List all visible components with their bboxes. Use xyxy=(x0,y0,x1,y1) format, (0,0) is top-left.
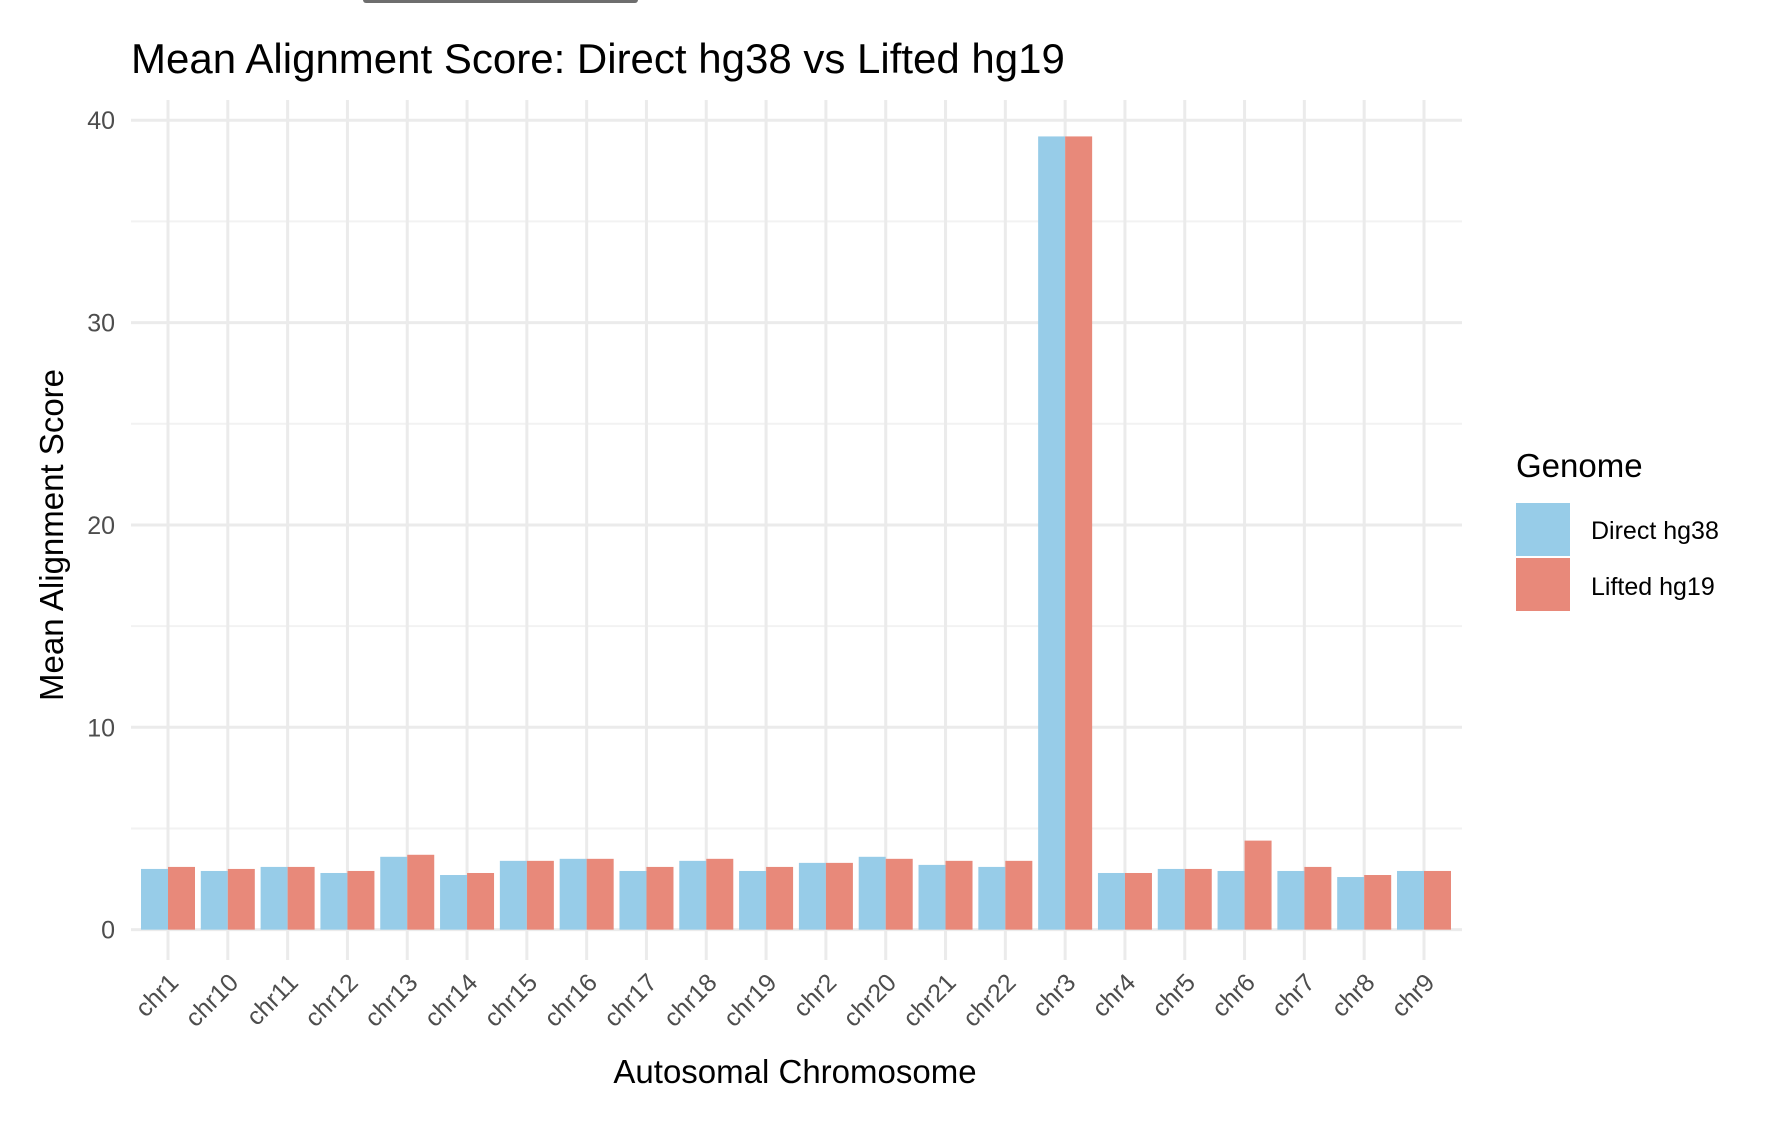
x-tick-label: chr5 xyxy=(1147,968,1201,1022)
bar-direct-hg38-chr19 xyxy=(739,870,767,930)
bar-direct-hg38-chr5 xyxy=(1157,868,1185,930)
x-axis-ticks: chr1chr10chr11chr12chr13chr14chr15chr16c… xyxy=(130,968,1440,1032)
x-tick-label: chr18 xyxy=(659,968,723,1032)
x-tick-label: chr19 xyxy=(718,968,782,1032)
y-tick-label: 30 xyxy=(87,310,115,338)
y-axis-ticks: 0 10 20 30 40 xyxy=(87,107,115,944)
y-tick-label: 10 xyxy=(87,714,115,742)
x-tick-label: chr15 xyxy=(479,968,543,1032)
bar-direct-hg38-chr20 xyxy=(858,856,886,930)
window-top-edge xyxy=(363,0,638,3)
bar-lifted-hg19-chr2 xyxy=(825,862,853,930)
bar-direct-hg38-chr16 xyxy=(559,858,587,930)
x-tick-label: chr2 xyxy=(788,968,842,1022)
x-tick-label: chr12 xyxy=(300,968,364,1032)
bar-lifted-hg19-chr16 xyxy=(586,858,614,930)
x-tick-label: chr7 xyxy=(1266,968,1320,1022)
x-tick-label: chr10 xyxy=(180,968,244,1032)
x-tick-label: chr13 xyxy=(359,968,423,1032)
legend-key-lifted-hg19 xyxy=(1516,558,1570,611)
bar-direct-hg38-chr22 xyxy=(978,866,1006,930)
bar-direct-hg38-chr4 xyxy=(1097,872,1125,930)
bar-lifted-hg19-chr21 xyxy=(945,860,973,930)
bar-direct-hg38-chr6 xyxy=(1217,870,1245,930)
bar-lifted-hg19-chr19 xyxy=(766,866,794,930)
gridlines xyxy=(131,100,1462,960)
bar-direct-hg38-chr21 xyxy=(918,864,946,930)
bar-direct-hg38-chr13 xyxy=(380,856,408,930)
bar-lifted-hg19-chr10 xyxy=(227,868,255,930)
bar-lifted-hg19-chr8 xyxy=(1364,875,1392,930)
bar-direct-hg38-chr17 xyxy=(619,870,647,930)
bar-direct-hg38-chr15 xyxy=(499,860,527,930)
bar-direct-hg38-chr10 xyxy=(200,870,228,930)
bar-direct-hg38-chr7 xyxy=(1277,870,1305,930)
x-tick-label: chr21 xyxy=(898,968,962,1032)
chart-title: Mean Alignment Score: Direct hg38 vs Lif… xyxy=(131,35,1065,82)
bar-lifted-hg19-chr3 xyxy=(1065,136,1093,930)
bar-lifted-hg19-chr4 xyxy=(1124,872,1152,930)
x-axis-title: Autosomal Chromosome xyxy=(613,1053,976,1090)
bar-lifted-hg19-chr15 xyxy=(526,860,554,930)
bar-direct-hg38-chr1 xyxy=(141,868,168,930)
x-tick-label: chr17 xyxy=(599,968,663,1032)
bar-lifted-hg19-chr18 xyxy=(706,858,734,930)
bar-direct-hg38-chr3 xyxy=(1038,136,1066,930)
bar-lifted-hg19-chr6 xyxy=(1244,840,1272,930)
x-tick-label: chr9 xyxy=(1386,968,1440,1022)
y-axis-title: Mean Alignment Score xyxy=(33,369,70,701)
x-tick-label: chr6 xyxy=(1207,968,1261,1022)
y-tick-label: 40 xyxy=(87,107,115,135)
bar-lifted-hg19-chr14 xyxy=(467,872,495,930)
legend: Genome Direct hg38 Lifted hg19 xyxy=(1516,447,1719,611)
x-tick-label: chr16 xyxy=(539,968,603,1032)
bar-direct-hg38-chr2 xyxy=(798,862,826,930)
bar-lifted-hg19-chr9 xyxy=(1424,870,1451,930)
x-tick-label: chr20 xyxy=(838,968,902,1032)
bar-direct-hg38-chr18 xyxy=(679,860,707,930)
x-tick-label: chr3 xyxy=(1027,968,1081,1022)
bar-direct-hg38-chr12 xyxy=(320,872,348,930)
bar-lifted-hg19-chr20 xyxy=(885,858,913,930)
bar-lifted-hg19-chr12 xyxy=(347,870,375,930)
bar-lifted-hg19-chr22 xyxy=(1005,860,1033,930)
bar-direct-hg38-chr11 xyxy=(260,866,288,930)
legend-key-direct-hg38 xyxy=(1516,503,1570,556)
bars xyxy=(141,136,1451,930)
x-tick-label: chr11 xyxy=(241,968,304,1031)
y-tick-label: 20 xyxy=(87,512,115,540)
bar-lifted-hg19-chr13 xyxy=(407,854,435,930)
bar-direct-hg38-chr9 xyxy=(1397,870,1424,930)
bar-lifted-hg19-chr17 xyxy=(646,866,674,930)
bar-lifted-hg19-chr11 xyxy=(287,866,315,930)
y-tick-label: 0 xyxy=(101,917,115,945)
bar-direct-hg38-chr8 xyxy=(1337,877,1365,930)
x-tick-label: chr8 xyxy=(1326,968,1380,1022)
x-tick-label: chr22 xyxy=(958,968,1022,1032)
bar-lifted-hg19-chr7 xyxy=(1304,866,1332,930)
legend-label-direct-hg38: Direct hg38 xyxy=(1591,517,1719,545)
x-tick-label: chr4 xyxy=(1087,968,1141,1022)
legend-title: Genome xyxy=(1516,447,1643,484)
x-tick-label: chr14 xyxy=(419,968,483,1032)
bar-lifted-hg19-chr1 xyxy=(168,866,195,930)
bar-lifted-hg19-chr5 xyxy=(1184,868,1212,930)
legend-label-lifted-hg19: Lifted hg19 xyxy=(1591,573,1715,601)
x-tick-label: chr1 xyxy=(130,968,184,1022)
bar-direct-hg38-chr14 xyxy=(440,875,468,930)
